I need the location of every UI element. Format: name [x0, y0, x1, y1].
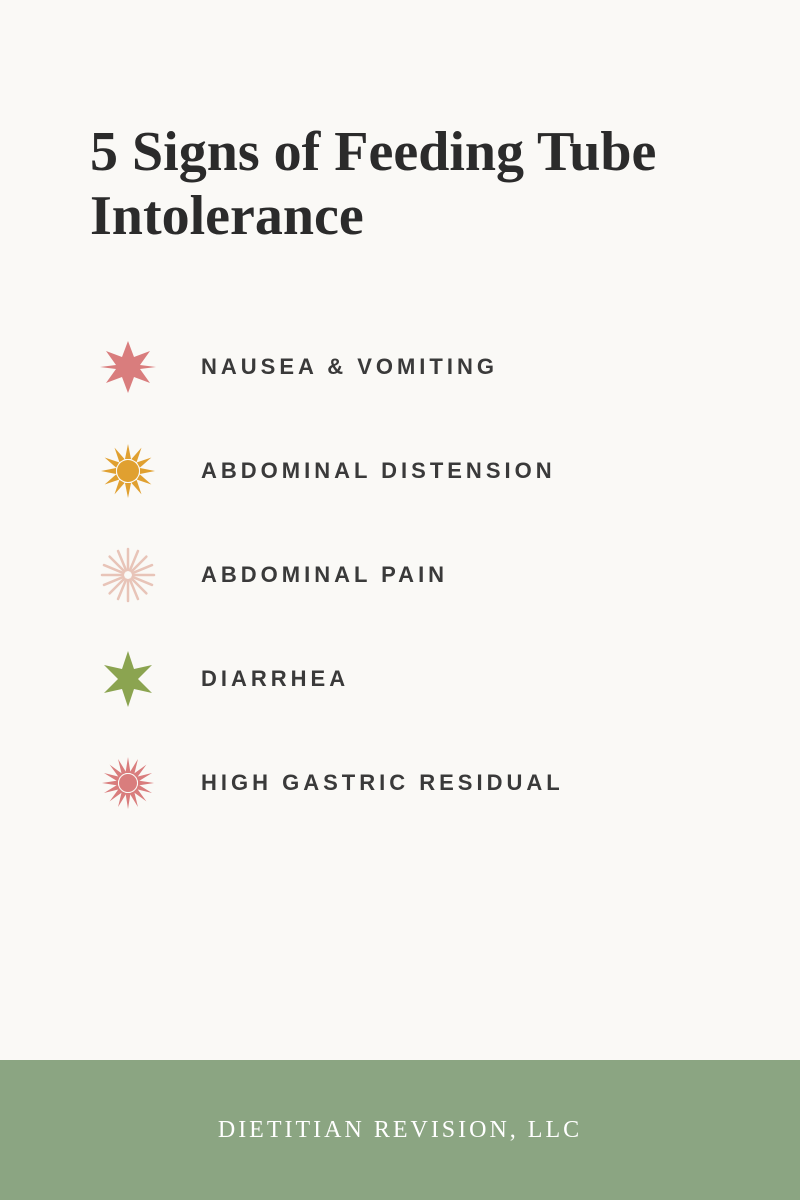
footer-text: DIETITIAN REVISION, LLC: [218, 1117, 582, 1144]
sunburst16-icon: [100, 755, 156, 811]
sunburst-icon: [100, 443, 156, 499]
item-label: ABDOMINAL PAIN: [201, 562, 448, 588]
footer: DIETITIAN REVISION, LLC: [0, 1060, 800, 1200]
list-item: HIGH GASTRIC RESIDUAL: [100, 755, 710, 811]
item-label: HIGH GASTRIC RESIDUAL: [201, 770, 564, 796]
list-item: NAUSEA & VOMITING: [100, 339, 710, 395]
list-item: ABDOMINAL PAIN: [100, 547, 710, 603]
item-label: ABDOMINAL DISTENSION: [201, 458, 556, 484]
item-label: NAUSEA & VOMITING: [201, 354, 498, 380]
item-label: DIARRHEA: [201, 666, 349, 692]
thinburst-icon: [100, 547, 156, 603]
list-item: ABDOMINAL DISTENSION: [100, 443, 710, 499]
list-item: DIARRHEA: [100, 651, 710, 707]
content-area: 5 Signs of Feeding Tube Intolerance NAUS…: [0, 0, 800, 811]
page-title: 5 Signs of Feeding Tube Intolerance: [90, 120, 710, 249]
signs-list: NAUSEA & VOMITING: [90, 339, 710, 811]
star-icon: [100, 339, 156, 395]
star-sharp-icon: [100, 651, 156, 707]
